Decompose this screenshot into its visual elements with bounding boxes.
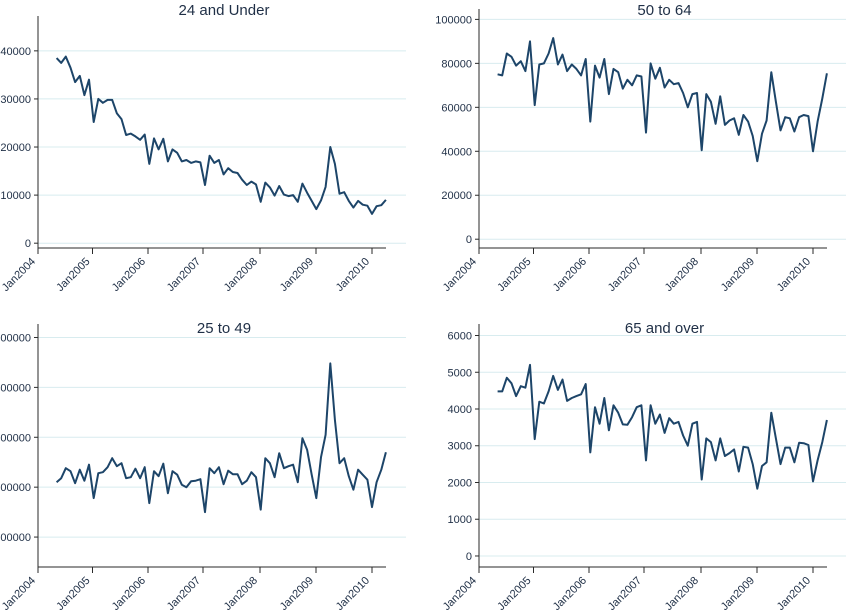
y-tick-label: 2000 xyxy=(448,477,472,489)
chart-title: 50 to 64 xyxy=(637,2,691,19)
y-tick-label: 40000 xyxy=(0,46,31,58)
y-tick-label: 30000 xyxy=(0,94,31,106)
x-tick-label: Jan2006 xyxy=(110,575,148,612)
series-line xyxy=(497,363,828,490)
y-tick-label: 100000 xyxy=(435,14,472,26)
x-tick-label: Jan2007 xyxy=(606,256,644,294)
chart-panel: 50 to 64 0 20000 40000 60000 80000 100000 Jan20… xyxy=(435,2,846,294)
y-tick-label: 500000 xyxy=(0,332,31,344)
x-tick-label: Jan2005 xyxy=(495,575,533,612)
y-tick-label: 300000 xyxy=(0,432,31,444)
x-tick-label: Jan2004 xyxy=(441,575,479,612)
y-tick-label: 20000 xyxy=(0,142,31,154)
y-tick-label: 400000 xyxy=(0,382,31,394)
y-tick-label: 100000 xyxy=(0,532,31,544)
y-tick-label: 4000 xyxy=(448,404,472,416)
x-tick-label: Jan2007 xyxy=(165,575,203,612)
x-tick-label: Jan2005 xyxy=(54,256,92,294)
x-tick-label: Jan2008 xyxy=(222,575,260,612)
x-tick-label: Jan2009 xyxy=(278,575,316,612)
y-tick-label: 3000 xyxy=(448,441,472,453)
series-line xyxy=(497,37,828,163)
y-tick-label: 0 xyxy=(466,551,472,563)
y-tick-label: 60000 xyxy=(441,102,472,114)
x-tick-label: Jan2009 xyxy=(719,256,757,294)
chart-title: 25 to 49 xyxy=(197,320,251,337)
y-tick-label: 200000 xyxy=(0,482,31,494)
x-tick-label: Jan2009 xyxy=(278,256,316,294)
y-tick-label: 20000 xyxy=(441,190,472,202)
x-tick-label: Jan2006 xyxy=(551,575,589,612)
y-tick-label: 5000 xyxy=(448,367,472,379)
x-tick-label: Jan2008 xyxy=(663,256,701,294)
x-tick-label: Jan2005 xyxy=(495,256,533,294)
y-tick-label: 6000 xyxy=(448,331,472,343)
chart-title: 65 and over xyxy=(625,320,704,337)
x-tick-label: Jan2004 xyxy=(0,575,38,612)
y-tick-label: 1000 xyxy=(448,514,472,526)
chart-title: 24 and Under xyxy=(179,2,270,19)
x-tick-label: Jan2007 xyxy=(606,575,644,612)
y-tick-label: 40000 xyxy=(441,146,472,158)
x-tick-label: Jan2010 xyxy=(334,575,372,612)
x-tick-label: Jan2009 xyxy=(719,575,757,612)
y-tick-label: 0 xyxy=(466,234,472,246)
x-tick-label: Jan2006 xyxy=(551,256,589,294)
y-tick-label: 0 xyxy=(25,238,31,250)
x-tick-label: Jan2008 xyxy=(222,256,260,294)
x-tick-label: Jan2004 xyxy=(441,256,479,294)
x-tick-label: Jan2006 xyxy=(110,256,148,294)
chart-panel: 24 and Under 0 10000 20000 30000 40000 Jan2004… xyxy=(0,2,406,294)
x-tick-label: Jan2007 xyxy=(165,256,203,294)
x-tick-label: Jan2008 xyxy=(663,575,701,612)
x-tick-label: Jan2010 xyxy=(775,256,813,294)
y-tick-label: 80000 xyxy=(441,58,472,70)
y-tick-label: 10000 xyxy=(0,190,31,202)
chart-panel: 25 to 49 100000 200000 300000 400000 500000 Ja… xyxy=(0,320,406,612)
chart-panel: 65 and over 0 1000 2000 3000 4000 5000 6000 Jan2… xyxy=(441,320,846,612)
series-line xyxy=(55,362,387,514)
x-tick-label: Jan2004 xyxy=(0,256,38,294)
x-tick-label: Jan2010 xyxy=(334,256,372,294)
x-tick-label: Jan2010 xyxy=(775,575,813,612)
series-line xyxy=(55,55,387,215)
x-tick-label: Jan2005 xyxy=(54,575,92,612)
